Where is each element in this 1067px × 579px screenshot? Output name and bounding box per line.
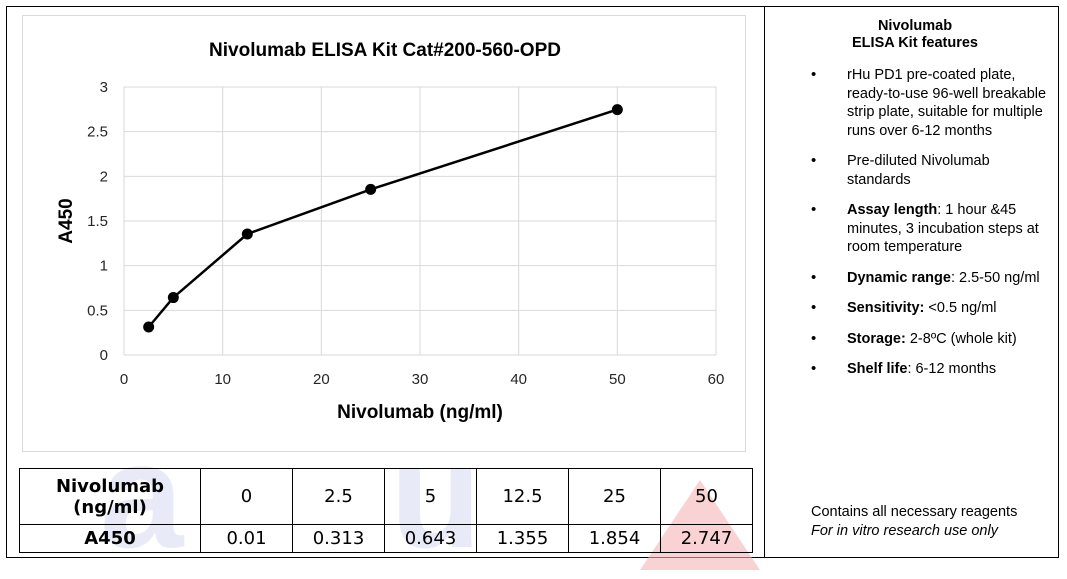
feature-label: Assay length xyxy=(847,202,938,218)
feature-text: : 1 hour &45 minutes, 3 incubation steps… xyxy=(847,202,1039,255)
bullet-icon: • xyxy=(811,66,817,83)
bullet-icon: • xyxy=(811,329,817,347)
data-point xyxy=(611,104,623,116)
data-table: Nivolumab (ng/ml) 0 2.5 5 12.5 25 50 A45… xyxy=(19,468,753,553)
data-point xyxy=(365,183,377,195)
feature-text: : 2.5-50 ng/ml xyxy=(950,269,1040,286)
chart-title: Nivolumab ELISA Kit Cat#200-560-OPD xyxy=(209,40,561,61)
footer-line2: For in vitro research use only xyxy=(811,522,998,539)
x-tick-label: 50 xyxy=(609,371,626,388)
y-tick-label: 2 xyxy=(100,168,108,185)
chart-grid xyxy=(123,86,717,356)
table-cell: 12.5 xyxy=(476,468,569,525)
x-tick-label: 60 xyxy=(708,371,725,388)
feature-list: • rHu PD1 pre-coated plate, ready-to-use … xyxy=(775,66,1055,379)
feature-text: rHu PD1 pre-coated plate, ready-to-use 9… xyxy=(847,67,1047,139)
table-cell: 0 xyxy=(200,468,293,525)
series-line xyxy=(147,108,618,328)
data-point xyxy=(241,228,253,240)
x-tick-label: 30 xyxy=(412,371,429,388)
bullet-icon: • xyxy=(811,201,817,218)
table-cell: 25 xyxy=(568,468,661,525)
feature-label: Shelf life xyxy=(847,361,908,377)
features-title: Nivolumab ELISA Kit features xyxy=(775,18,1055,52)
table-cell: 2.5 xyxy=(292,468,385,525)
y-tick-label: 3 xyxy=(100,79,108,96)
footer-line1: Contains all necessary reagents xyxy=(811,504,1018,520)
feature-text: <0.5 ng/ml xyxy=(924,300,997,316)
feature-label: Sensitivity: xyxy=(847,300,925,316)
x-tick-labels: 0 10 20 30 40 50 60 xyxy=(120,371,725,388)
row-header-line2: (ng/ml) xyxy=(73,496,147,518)
outer-frame xyxy=(6,6,1059,558)
feature-label: Dynamic range xyxy=(847,269,951,286)
x-tick-label: 40 xyxy=(510,371,527,388)
features-panel: Nivolumab ELISA Kit features • rHu PD1 pr… xyxy=(775,18,1055,391)
table-row: Nivolumab (ng/ml) 0 2.5 5 12.5 25 50 xyxy=(19,468,753,525)
y-tick-label: 1.5 xyxy=(87,213,108,230)
table-header-cell: A450 xyxy=(19,524,201,553)
table-cell: 1.355 xyxy=(476,524,569,553)
list-item: • Assay length: 1 hour &45 minutes, 3 inc… xyxy=(775,201,1055,257)
list-item: • Sensitivity: <0.5 ng/ml xyxy=(775,299,1055,318)
x-axis-label: Nivolumab (ng/ml) xyxy=(337,402,503,423)
feature-text: 2-8ºC (whole kit) xyxy=(905,330,1017,347)
table-cell: 5 xyxy=(384,468,477,525)
bullet-icon: • xyxy=(811,152,817,169)
list-item: • Pre-diluted Nivolumab standards xyxy=(775,152,1055,189)
x-tick-label: 20 xyxy=(313,371,330,388)
chart-area xyxy=(22,15,746,452)
table-cell: 0.01 xyxy=(200,524,293,553)
table-cell: 0.643 xyxy=(384,524,477,553)
table-row: A450 0.01 0.313 0.643 1.355 1.854 2.747 xyxy=(19,524,753,553)
row-header-line1: Nivolumab xyxy=(55,475,165,497)
bullet-icon: • xyxy=(811,268,817,286)
list-item: • Shelf life: 6-12 months xyxy=(775,360,1055,379)
bullet-icon: • xyxy=(811,360,817,377)
x-tick-label: 10 xyxy=(214,371,231,388)
data-point xyxy=(167,292,179,304)
bullet-icon: • xyxy=(811,299,817,316)
list-item: • Storage: 2-8ºC (whole kit) xyxy=(775,330,1055,349)
table-cell: 1.854 xyxy=(568,524,661,553)
list-item: • Dynamic range: 2.5-50 ng/ml xyxy=(775,269,1055,288)
y-axis-label: A450 xyxy=(56,198,77,243)
table-cell: 50 xyxy=(660,468,753,525)
y-tick-label: 1 xyxy=(100,258,108,275)
feature-label: Storage: xyxy=(847,330,906,347)
table-cell: 0.313 xyxy=(292,524,385,553)
footer-note: Contains all necessary reagents For in v… xyxy=(811,503,1017,540)
y-tick-label: 0 xyxy=(100,347,108,364)
feature-text: : 6-12 months xyxy=(907,361,997,377)
feature-text: Pre-diluted Nivolumab standards xyxy=(847,153,990,188)
y-tick-labels: 0 0.5 1 1.5 2 2.5 3 xyxy=(87,79,108,364)
y-tick-label: 2.5 xyxy=(87,124,108,141)
data-markers xyxy=(143,104,623,333)
x-tick-label: 0 xyxy=(120,371,128,388)
features-title-line1: Nivolumab xyxy=(877,18,953,34)
list-item: • rHu PD1 pre-coated plate, ready-to-use … xyxy=(775,66,1055,140)
data-point xyxy=(143,321,155,333)
table-header-cell: Nivolumab (ng/ml) xyxy=(19,468,201,525)
features-title-line2: ELISA Kit features xyxy=(852,35,978,51)
table-cell: 2.747 xyxy=(660,524,753,553)
panel-divider xyxy=(764,6,765,558)
y-tick-label: 0.5 xyxy=(87,302,108,319)
